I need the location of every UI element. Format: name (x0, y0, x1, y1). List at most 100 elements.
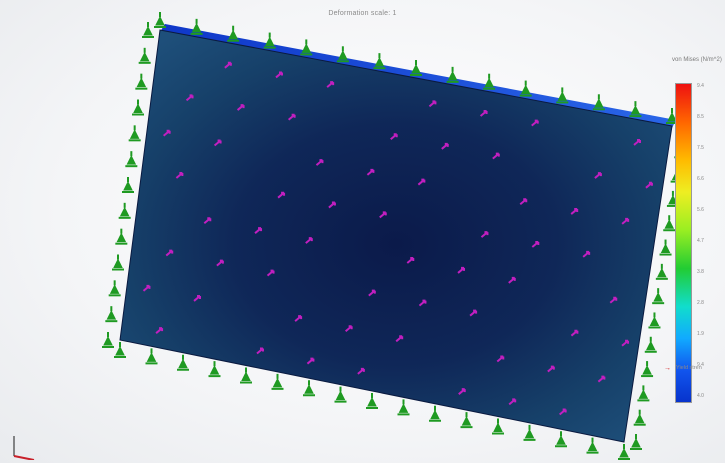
legend-tick: 5.6 (697, 207, 704, 213)
fixture-icon (483, 73, 496, 90)
legend-tick: 9.4 (697, 362, 704, 368)
load-arrow-icon (236, 104, 245, 111)
fixture-icon (663, 215, 676, 232)
load-arrow-icon (633, 138, 642, 146)
fixture-icon (429, 405, 441, 422)
load-arrow-icon (597, 375, 606, 383)
load-arrow-icon (142, 284, 151, 292)
load-arrow-icon (428, 100, 437, 108)
load-arrow-icon (294, 315, 303, 322)
legend-tick: 3.8 (697, 269, 704, 275)
load-arrow-icon (621, 339, 630, 347)
legend-tick: 7.5 (697, 145, 704, 151)
fixture-icon (115, 228, 128, 245)
load-arrow-icon (559, 408, 567, 416)
fixture-icon (125, 151, 138, 168)
load-arrow-icon (417, 178, 426, 186)
fixture-icon (227, 25, 240, 42)
fixture-icon (271, 373, 284, 390)
load-arrow-icon (508, 276, 516, 284)
load-arrow-icon (418, 299, 427, 307)
legend-tick: 4.0 (697, 393, 704, 399)
fixture-icon (177, 354, 189, 371)
load-arrow-icon (193, 294, 202, 302)
fixture-icon (122, 177, 134, 193)
load-arrow-icon (326, 81, 335, 88)
fixture-icon (592, 94, 605, 111)
fixture-icon (397, 399, 410, 416)
fixture-icon (145, 348, 158, 365)
fixture-icon (633, 409, 646, 426)
load-arrow-icon (357, 367, 365, 375)
fixture-icon (263, 32, 276, 49)
load-arrow-icon (645, 181, 653, 189)
load-arrow-icon (213, 139, 222, 147)
load-arrow-icon (277, 191, 286, 199)
fixture-icon (366, 393, 378, 409)
fixture-icon (641, 361, 654, 378)
load-arrow-icon (328, 201, 336, 209)
load-arrow-icon (441, 142, 449, 150)
legend-tick: 2.8 (697, 300, 704, 306)
load-arrow-icon (366, 168, 375, 176)
load-arrow-icon (480, 231, 489, 238)
legend-colorbar (675, 83, 692, 403)
fixture-icon (112, 254, 124, 271)
fixture-icon (519, 80, 532, 97)
fixture-icon (300, 39, 313, 56)
fixture-icon (523, 424, 536, 441)
fixture-icon (460, 412, 473, 429)
fixture-icon (637, 385, 650, 402)
fixture-icon (334, 386, 347, 403)
fixture-icon (446, 66, 459, 83)
load-arrow-icon (594, 172, 602, 179)
load-arrow-icon (508, 398, 517, 406)
fixture-icon (410, 60, 422, 76)
load-arrow-icon (479, 110, 488, 117)
load-arrow-icon (457, 266, 466, 274)
stress-legend: von Mises (N/m^2) 9.4 8.5 7.5 6.6 5.6 4.… (664, 53, 724, 403)
fixture-icon (652, 288, 665, 305)
fixture-icon (303, 380, 315, 397)
fixture-icon (240, 367, 252, 384)
load-arrow-icon (570, 208, 579, 215)
fixture-icon (618, 444, 630, 460)
legend-tick: 9.4 (697, 83, 704, 89)
load-arrows (142, 61, 653, 416)
load-arrow-icon (162, 129, 171, 137)
load-arrow-icon (458, 388, 466, 395)
load-arrow-icon (390, 133, 398, 140)
stress-plot-plate[interactable] (119, 29, 673, 443)
load-arrow-icon (496, 355, 505, 363)
load-arrow-icon (406, 256, 415, 264)
load-arrow-icon (306, 357, 315, 365)
load-arrow-icon (216, 259, 224, 267)
load-arrow-icon (287, 113, 296, 121)
fixture-icon (492, 418, 504, 435)
fixture-icon (118, 202, 131, 219)
load-arrow-icon (570, 329, 579, 337)
fixture-icon (138, 47, 151, 64)
fixture-icon (132, 99, 144, 116)
legend-tick: 8.5 (697, 114, 704, 120)
legend-tick: 4.7 (697, 238, 704, 244)
load-arrow-icon (379, 211, 387, 219)
load-arrow-icon (621, 217, 630, 225)
fixture-icon (208, 361, 221, 378)
fixture-markers (102, 12, 690, 460)
load-arrow-icon (254, 227, 263, 234)
yield-arrow-icon: → (664, 365, 671, 372)
load-arrow-icon (165, 249, 174, 257)
fixture-icon (102, 332, 114, 348)
axis-triad-icon (13, 436, 35, 460)
fixture-icon (142, 22, 154, 38)
load-arrow-icon (345, 325, 353, 332)
load-arrow-icon (547, 365, 555, 373)
legend-tick: 1.9 (697, 331, 704, 337)
fixture-icon (154, 12, 166, 28)
plot-title: Deformation scale: 1 (328, 10, 397, 17)
load-arrow-icon (305, 237, 313, 244)
load-arrow-icon (531, 119, 539, 127)
